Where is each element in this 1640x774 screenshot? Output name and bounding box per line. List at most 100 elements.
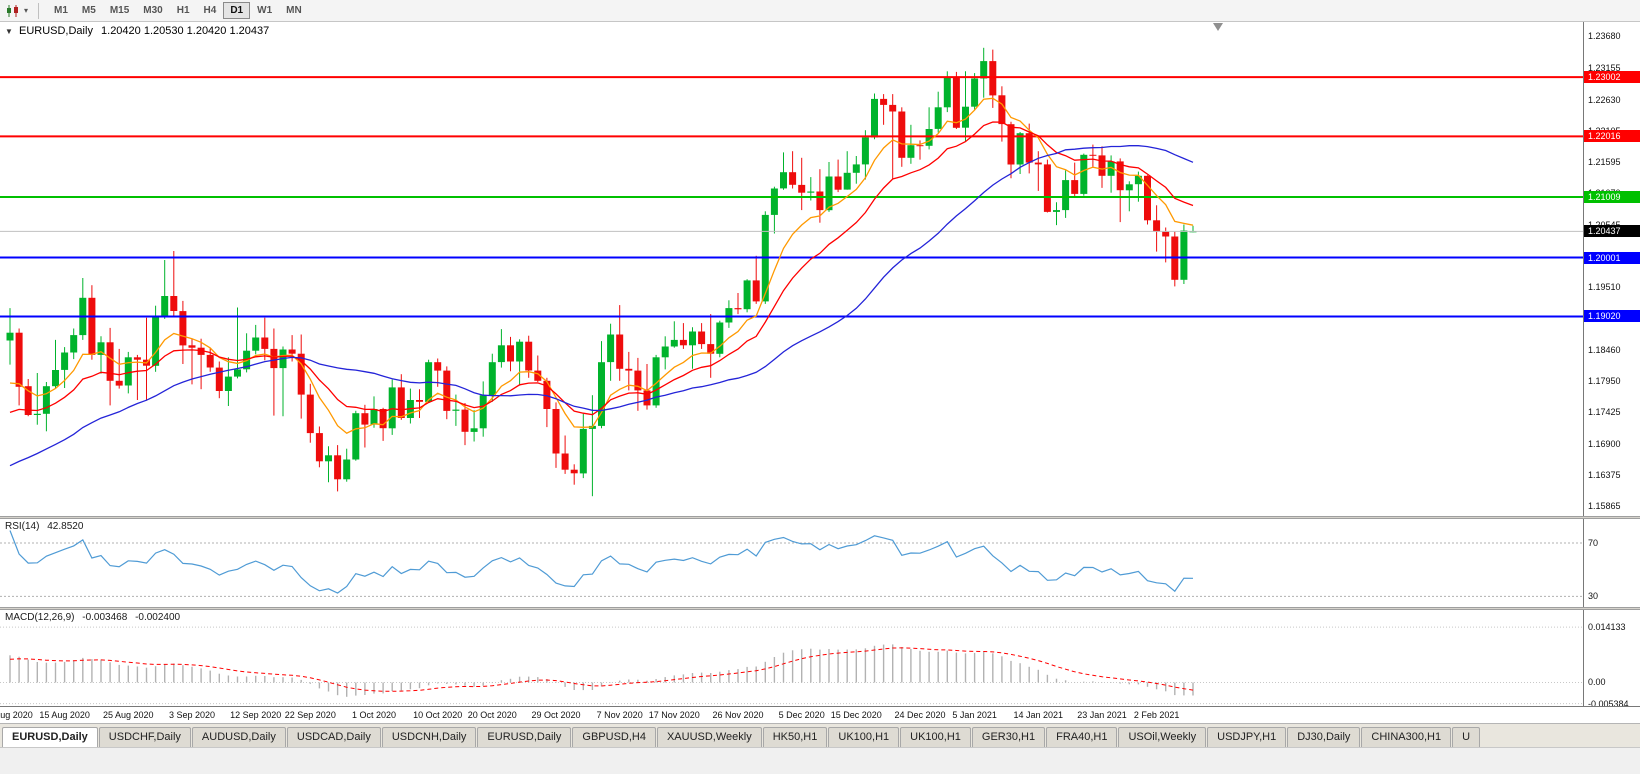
price-axis[interactable]: 1.236801.231551.226301.221051.215951.210…	[1583, 22, 1640, 516]
hline-price-label: 1.20001	[1584, 251, 1640, 264]
date-tick-label: 2 Feb 2021	[1133, 710, 1180, 720]
chart-tab[interactable]: HK50,H1	[762, 727, 828, 747]
panel-divider-macd[interactable]	[0, 607, 1640, 610]
candlestick-layer	[0, 23, 1583, 497]
chart-tab[interactable]: USDCNH,Daily	[381, 727, 477, 747]
macd-main-value: -0.003468	[82, 612, 128, 623]
chart-title: ▼ EURUSD,Daily 1.20420 1.20530 1.20420 1…	[5, 25, 269, 37]
macd-level-label: 0.014133	[1588, 622, 1626, 633]
price-tick-label: 1.16375	[1588, 470, 1621, 481]
date-tick-label: 15 Dec 2020	[830, 710, 882, 720]
date-tick-label: 29 Oct 2020	[531, 710, 581, 720]
rsi-layer	[0, 530, 1583, 597]
rsi-axis[interactable]: 70 30	[1583, 519, 1640, 607]
macd-layer	[0, 626, 1583, 705]
chart-tab[interactable]: UK100,H1	[900, 727, 971, 747]
date-tick-label: 5 Dec 2020	[778, 710, 825, 720]
date-tick-label: 5 Jan 2021	[952, 710, 997, 720]
timeframe-button-d1[interactable]: D1	[223, 2, 251, 19]
chart-symbol-label: EURUSD,Daily	[18, 25, 93, 37]
macd-axis[interactable]: 0.014133 0.00 -0.005384	[1583, 610, 1640, 706]
rsi-level-label: 70	[1588, 538, 1599, 548]
chart-type-icon[interactable]	[5, 3, 21, 19]
toolbar-separator	[38, 2, 40, 19]
price-tick-label: 1.15865	[1588, 501, 1621, 512]
price-tick-label: 1.17950	[1588, 375, 1621, 386]
panel-divider-rsi[interactable]	[0, 516, 1640, 519]
chart-tab[interactable]: EURUSD,Daily	[477, 727, 572, 747]
date-tick-label: 7 Nov 2020	[596, 710, 643, 720]
macd-level-label: -0.005384	[1588, 698, 1629, 706]
timeframe-button-w1[interactable]: W1	[250, 2, 279, 19]
timeframe-button-m5[interactable]: M5	[75, 2, 103, 19]
chart-tabs: EURUSD,Daily USDCHF,Daily AUDUSD,Daily USDC…	[0, 723, 1640, 747]
chart-tab[interactable]: EURUSD,Daily	[2, 727, 98, 747]
chart-tab[interactable]: U	[1452, 727, 1481, 747]
chart-tab[interactable]: AUDUSD,Daily	[191, 727, 286, 747]
chart-tab[interactable]: USDJPY,H1	[1207, 727, 1287, 747]
hline-price-label: 1.22016	[1584, 130, 1640, 143]
bid-price-label: 1.20437	[1584, 225, 1640, 238]
hline-price-label: 1.19020	[1584, 310, 1640, 323]
rsi-label: RSI(14)	[5, 521, 40, 532]
date-tick-label: 14 Jan 2021	[1013, 710, 1064, 720]
toolbar: ▾ M1 M5 M15 M30 H1 H4 D1 W1 MN	[0, 0, 1640, 22]
macd-level-label: 0.00	[1588, 677, 1606, 688]
date-tick-label: 6 Aug 2020	[0, 710, 33, 720]
chart-tab[interactable]: UK100,H1	[828, 727, 900, 747]
macd-label: MACD(12,26,9)	[5, 612, 75, 623]
chart-tab[interactable]: XAUUSD,Weekly	[656, 727, 762, 747]
chart-type-dropdown-caret-icon[interactable]: ▾	[24, 6, 29, 15]
chart-tab[interactable]: USDCAD,Daily	[286, 727, 381, 747]
rsi-value: 42.8520	[47, 521, 84, 532]
timeframe-button-m30[interactable]: M30	[136, 2, 169, 19]
date-tick-label: 26 Nov 2020	[712, 710, 764, 720]
date-tick-label: 23 Jan 2021	[1077, 710, 1127, 720]
price-tick-label: 1.16900	[1588, 438, 1621, 449]
price-tick-label: 1.18460	[1588, 345, 1621, 356]
date-tick-label: 17 Nov 2020	[648, 710, 700, 720]
rsi-level-label: 30	[1588, 591, 1599, 602]
price-tick-label: 1.23155	[1588, 62, 1621, 73]
one-click-trading-caret-icon[interactable]: ▼	[5, 27, 13, 36]
timeframe-button-h1[interactable]: H1	[170, 2, 197, 19]
rsi-title: RSI(14) 42.8520	[5, 521, 83, 532]
chart-tab[interactable]: CHINA300,H1	[1361, 727, 1452, 747]
time-axis[interactable]: 6 Aug 2020 15 Aug 2020 25 Aug 2020 3 Sep 20…	[0, 706, 1640, 723]
chart-tab[interactable]: USDCHF,Daily	[98, 727, 191, 747]
price-tick-label: 1.17425	[1588, 407, 1621, 418]
date-tick-label: 12 Sep 2020	[230, 710, 282, 720]
date-tick-label: 24 Dec 2020	[894, 710, 946, 720]
chart-ohlc-values: 1.20420 1.20530 1.20420 1.20437	[101, 25, 270, 37]
date-tick-label: 22 Sep 2020	[284, 710, 336, 720]
date-tick-label: 10 Oct 2020	[413, 710, 463, 720]
chart-tab[interactable]: USOil,Weekly	[1118, 727, 1207, 747]
hline-price-label: 1.23002	[1584, 71, 1640, 84]
rsi-plot[interactable]: RSI(14) 42.8520	[0, 519, 1583, 607]
main-plot[interactable]: ▼ EURUSD,Daily 1.20420 1.20530 1.20420 1…	[0, 22, 1583, 516]
date-tick-label: 20 Oct 2020	[467, 710, 517, 720]
timeframe-button-m1[interactable]: M1	[47, 2, 75, 19]
hline-price-label: 1.21009	[1584, 190, 1640, 203]
status-bar	[0, 747, 1640, 774]
chart-tab[interactable]: FRA40,H1	[1046, 727, 1118, 747]
timeframe-button-m15[interactable]: M15	[103, 2, 136, 19]
date-tick-label: 25 Aug 2020	[103, 710, 154, 720]
chart-tab[interactable]: DJ30,Daily	[1287, 727, 1361, 747]
chart-tab[interactable]: GER30,H1	[971, 727, 1046, 747]
timeframe-button-mn[interactable]: MN	[279, 2, 309, 19]
date-tick-label: 3 Sep 2020	[168, 710, 216, 720]
price-tick-label: 1.20545	[1588, 220, 1621, 230]
timeframe-button-h4[interactable]: H4	[197, 2, 224, 19]
price-tick-label: 1.19510	[1588, 282, 1621, 293]
macd-signal-value: -0.002400	[135, 612, 181, 623]
price-tick-label: 1.23680	[1588, 31, 1621, 42]
chart-tab[interactable]: GBPUSD,H4	[572, 727, 656, 747]
macd-plot[interactable]: MACD(12,26,9) -0.003468 -0.002400	[0, 610, 1583, 706]
macd-title: MACD(12,26,9) -0.003468 -0.002400	[5, 612, 180, 623]
timeframe-buttons: M1 M5 M15 M30 H1 H4 D1 W1 MN	[47, 2, 309, 19]
price-tick-label: 1.21595	[1588, 156, 1621, 167]
price-tick-label: 1.22630	[1588, 94, 1621, 105]
date-tick-label: 15 Aug 2020	[39, 710, 90, 720]
